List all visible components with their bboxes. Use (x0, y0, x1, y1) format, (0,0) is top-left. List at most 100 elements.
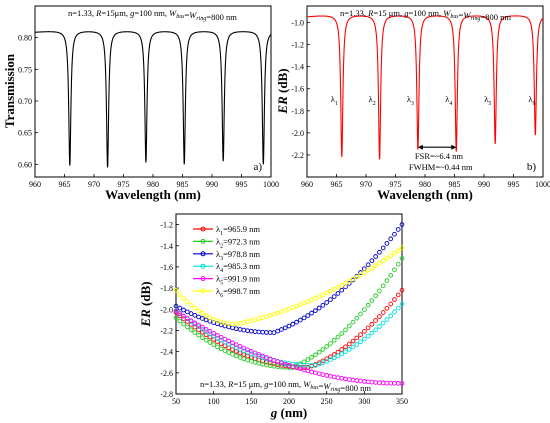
series-6-point (279, 309, 284, 314)
series-6-point (211, 317, 217, 322)
series-6-point (377, 260, 382, 266)
series-2-point (207, 340, 213, 345)
series-6-point (173, 287, 179, 293)
series-5-point (184, 316, 190, 321)
series-5-point (188, 318, 194, 324)
series-5-point (331, 374, 337, 380)
series-3-point (188, 311, 194, 316)
series-5-point (335, 375, 341, 380)
legend-label: λ5=991.9 nm (216, 274, 260, 287)
series-1-point (373, 318, 378, 323)
panel-c-x-tick-label: 350 (396, 397, 408, 406)
series-4-point (335, 353, 341, 359)
series-5-point (241, 345, 247, 351)
series-6-point (324, 290, 330, 296)
series-3-point (279, 327, 284, 332)
series-2-point (309, 354, 314, 360)
series-6-point (233, 321, 239, 327)
series-6-point (188, 302, 194, 308)
panel-b-y-tick-label: -1.4 (291, 63, 304, 72)
series-3-point (252, 329, 258, 334)
series-5-point (380, 380, 386, 386)
series-2-point (200, 335, 205, 341)
series-6-point (290, 305, 296, 310)
series-2-point (301, 359, 307, 365)
series-3-point (320, 302, 326, 308)
legend-label: λ1=965.9 nm (216, 224, 260, 237)
series-1-point (335, 349, 341, 355)
panel-b-x-tick-label: 985 (449, 180, 461, 189)
legend-label: λ3=978.8 nm (216, 249, 260, 262)
legend-label: λ4=985.3 nm (216, 261, 260, 274)
series-3-point (369, 258, 375, 264)
series-2-point (395, 261, 401, 267)
series-3-point (267, 330, 273, 335)
series-2-point (324, 344, 330, 349)
series-5-point (256, 352, 262, 357)
legend-swatch-marker (200, 226, 206, 232)
series-3-point (233, 326, 239, 332)
series-2-point (380, 283, 386, 289)
series-5-point (309, 369, 314, 375)
series-3-point (331, 294, 337, 299)
series-3-point (203, 317, 209, 323)
series-1-point (369, 321, 375, 327)
panel-a-y-tick-label: 0.65 (18, 129, 32, 138)
series-5-point (252, 350, 258, 356)
panel-b-annotation: n=1.33, R=15 μm, g=100 nm, Wbus=Wring=80… (340, 8, 511, 22)
panel-c-y-tick-label: -2.6 (160, 369, 173, 378)
panel-c-y-tick-label: -2.4 (160, 348, 173, 357)
panel-b-y-tick-label: -1.0 (291, 19, 304, 28)
series-5-point (395, 381, 401, 386)
series-2-point (230, 351, 235, 357)
series-3-point (275, 328, 281, 334)
series-5-point (192, 320, 198, 326)
series-5-point (316, 371, 322, 377)
panel-b-dip-label: λ5 (484, 94, 491, 107)
series-3-point (392, 231, 397, 237)
series-2-point (358, 311, 363, 317)
panel-b-dip-label: λ4 (445, 94, 452, 107)
series-3-point (339, 287, 345, 293)
series-5-point (222, 336, 228, 342)
series-6-point (252, 317, 258, 323)
series-6-point (369, 265, 375, 271)
series-5-point (181, 313, 186, 319)
panel-a-x-tick-label: 975 (118, 180, 130, 189)
series-2-point (331, 337, 337, 343)
series-6-point (177, 291, 183, 297)
series-4-point (350, 344, 356, 350)
series-5-point (384, 380, 390, 386)
series-3-point (305, 313, 311, 318)
series-6-point (200, 311, 205, 316)
series-2-point (184, 324, 190, 330)
series-3-point (388, 236, 394, 242)
series-3-point (248, 328, 254, 334)
series-5-point (196, 322, 201, 328)
series-3-point (256, 329, 262, 335)
series-1-point (365, 325, 371, 331)
series-5-point (207, 329, 213, 334)
panel-b-x-tick-label: 975 (390, 180, 402, 189)
series-6-point (271, 311, 277, 317)
series-6-point (354, 274, 360, 280)
series-4-point (324, 358, 330, 364)
panel-b-y-tick-label: -2.2 (291, 151, 304, 160)
series-6-point (286, 306, 292, 312)
panel-b-dip-label: λ1 (331, 94, 338, 107)
series-1-point (384, 305, 390, 311)
series-3-point (324, 300, 330, 305)
series-2-point (211, 342, 217, 348)
panel-c-x-tick-label: 200 (283, 397, 295, 406)
panel-a-x-tick-label: 980 (147, 180, 159, 189)
panel-c-annotation: n=1.33, R=15 μm, g=100 nm, Wbus=Wring=80… (200, 379, 371, 393)
series-3-point (399, 222, 405, 227)
series-2-point (346, 323, 352, 329)
panel-a-x-tick-label: 985 (177, 180, 189, 189)
series-6-point (184, 299, 190, 305)
series-1 (173, 287, 405, 370)
series-1-point (343, 344, 348, 350)
series-3-point (365, 262, 371, 268)
